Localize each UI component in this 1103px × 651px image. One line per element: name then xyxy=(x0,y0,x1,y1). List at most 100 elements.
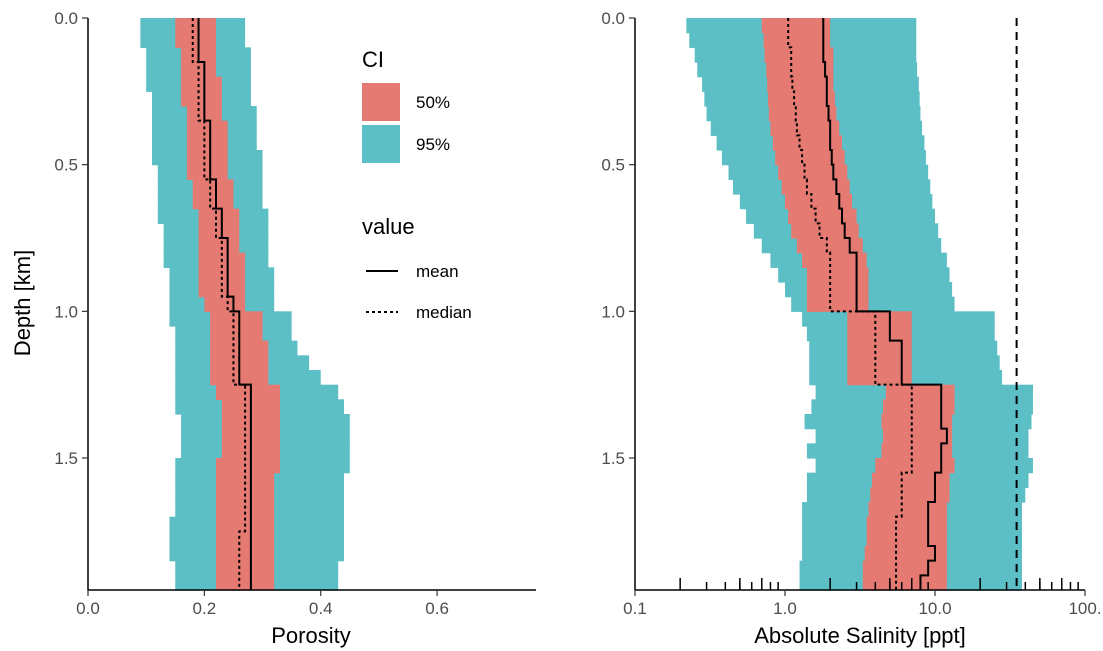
salinity-ci50-segment xyxy=(766,62,834,78)
porosity-ci50-segment xyxy=(192,179,234,195)
legend-swatch-95 xyxy=(362,125,400,163)
salinity-ci50-segment xyxy=(781,179,850,195)
salinity-ci50-segment xyxy=(862,575,947,591)
salinity-y-tick-label: 1.0 xyxy=(601,302,625,321)
porosity-ci50-segment xyxy=(210,311,263,327)
salinity-ci50-segment xyxy=(882,428,953,444)
salinity-ci50-segment xyxy=(868,502,947,518)
salinity-ci50-segment xyxy=(847,340,912,356)
salinity-y-tick-label: 1.5 xyxy=(601,449,625,468)
legend-label-95: 95% xyxy=(416,135,450,154)
salinity-bands xyxy=(686,18,1033,591)
salinity-ci50-segment xyxy=(806,296,869,312)
legend-label-mean: mean xyxy=(416,262,459,281)
salinity-ci50-segment xyxy=(763,32,831,48)
legend-swatch-50 xyxy=(362,83,400,121)
salinity-ci50-segment xyxy=(796,238,863,254)
porosity-ci50-segment xyxy=(216,531,275,547)
salinity-ci50-segment xyxy=(785,194,853,210)
salinity-ci50-segment xyxy=(770,120,840,136)
porosity-ci50-segment xyxy=(181,62,216,78)
salinity-ci50-segment xyxy=(882,399,955,415)
porosity-ci50-segment xyxy=(216,384,280,400)
salinity-y-tick-label: 0.0 xyxy=(601,9,625,28)
porosity-ci50-segment xyxy=(198,267,246,283)
salinity-ci50-segment xyxy=(775,150,845,166)
porosity-y-tick-label: 1.0 xyxy=(54,302,78,321)
porosity-mean-line xyxy=(197,18,252,590)
salinity-x-axis-title: Absolute Salinity [ppt] xyxy=(754,623,966,648)
porosity-ci50-segment xyxy=(198,208,240,224)
porosity-ci50-segment xyxy=(216,575,275,591)
porosity-ci50-segment xyxy=(181,91,222,107)
salinity-axes: 0.0 0.5 1.0 1.5 0.1 1.0 10.0 100. xyxy=(601,9,1101,618)
porosity-bands xyxy=(140,18,350,591)
salinity-ci50-segment xyxy=(788,208,857,224)
salinity-ci50-segment xyxy=(806,267,869,283)
salinity-ci50-segment xyxy=(847,355,912,371)
salinity-ci50-segment xyxy=(885,384,955,400)
porosity-ci50-segment xyxy=(175,18,216,34)
salinity-ci50-segment xyxy=(864,546,947,562)
porosity-ci50-segment xyxy=(186,120,228,136)
porosity-ci50-segment xyxy=(181,76,222,92)
porosity-lines xyxy=(191,18,252,590)
salinity-x-tick-label: 100. xyxy=(1068,599,1101,618)
salinity-median-line xyxy=(787,18,913,590)
salinity-ci50-segment xyxy=(881,443,953,459)
salinity-ci50-segment xyxy=(847,311,912,327)
porosity-ci50-segment xyxy=(192,194,234,210)
depth-y-axis-title: Depth [km] xyxy=(10,250,35,356)
porosity-ci50-segment xyxy=(216,502,275,518)
salinity-ci50-segment xyxy=(806,282,869,298)
porosity-ci50-segment xyxy=(186,135,228,151)
legend: CI 50% 95% value mean median xyxy=(362,47,472,322)
salinity-ci50-segment xyxy=(871,472,950,488)
salinity-ci50-segment xyxy=(847,326,912,342)
salinity-x-tick-label: 0.1 xyxy=(623,599,647,618)
porosity-x-tick-label: 0.6 xyxy=(425,599,449,618)
salinity-ci50-segment xyxy=(862,560,947,576)
porosity-y-tick-label: 0.0 xyxy=(54,9,78,28)
salinity-mean-line xyxy=(822,18,948,590)
legend-label-50: 50% xyxy=(416,93,450,112)
porosity-x-tick-label: 0.2 xyxy=(193,599,217,618)
porosity-ci50-segment xyxy=(198,238,240,254)
legend-ci-title: CI xyxy=(362,47,384,72)
porosity-ci50-segment xyxy=(198,223,240,239)
salinity-x-tick-label: 1.0 xyxy=(773,599,797,618)
salinity-ci50-segment xyxy=(802,252,867,268)
porosity-x-axis-title: Porosity xyxy=(271,623,350,648)
salinity-ci50-segment xyxy=(881,414,953,430)
porosity-y-tick-label: 0.5 xyxy=(54,156,78,175)
porosity-ci50-segment xyxy=(216,458,280,474)
salinity-ci50-segment xyxy=(791,223,859,239)
porosity-ci50-segment xyxy=(216,560,275,576)
porosity-ci50-segment xyxy=(204,296,246,312)
salinity-lines xyxy=(787,18,1018,590)
porosity-ci50-segment xyxy=(210,326,263,342)
salinity-ci50-segment xyxy=(866,516,947,532)
porosity-x-tick-label: 0.0 xyxy=(76,599,100,618)
salinity-ci50-segment xyxy=(761,18,831,34)
porosity-axes: 0.0 0.5 1.0 1.5 0.0 0.2 0.4 0.6 xyxy=(54,9,536,618)
salinity-ci50-segment xyxy=(767,91,835,107)
salinity-y-tick-label: 0.5 xyxy=(601,156,625,175)
salinity-ci50-segment xyxy=(866,531,947,547)
porosity-ci50-segment xyxy=(216,546,275,562)
legend-label-median: median xyxy=(416,303,472,322)
porosity-ci50-segment xyxy=(216,472,275,488)
porosity-ci50-segment xyxy=(186,150,228,166)
porosity-median-line xyxy=(191,18,247,590)
salinity-ci50-segment xyxy=(778,164,848,180)
salinity-ci50-segment xyxy=(870,487,950,503)
salinity-ci50-segment xyxy=(875,458,955,474)
salinity-x-tick-label: 10.0 xyxy=(918,599,951,618)
legend-value-title: value xyxy=(362,214,415,239)
salinity-panel: 0.0 0.5 1.0 1.5 0.1 1.0 10.0 100. Absolute Sali… xyxy=(601,9,1101,648)
salinity-ci50-segment xyxy=(772,135,843,151)
porosity-x-tick-label: 0.4 xyxy=(309,599,333,618)
porosity-panel: 0.0 0.5 1.0 1.5 0.0 0.2 0.4 0.6 Porosity Depth … xyxy=(10,9,536,648)
porosity-ci50-segment xyxy=(186,164,228,180)
